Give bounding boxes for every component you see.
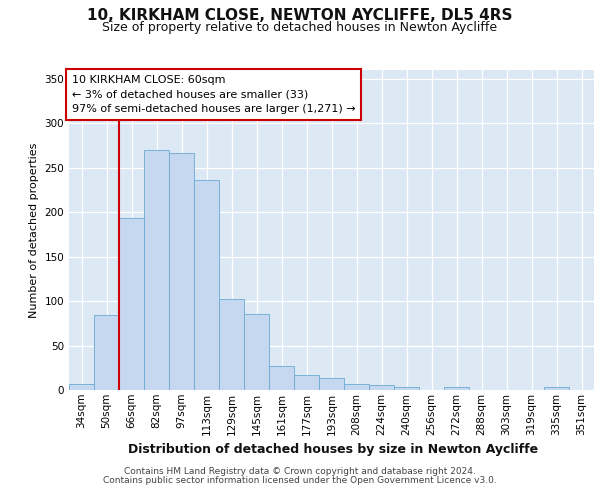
Text: Size of property relative to detached houses in Newton Aycliffe: Size of property relative to detached ho…: [103, 21, 497, 34]
Bar: [394, 388, 419, 390]
Bar: [544, 388, 569, 390]
Bar: [344, 384, 369, 390]
Bar: [444, 388, 469, 390]
Bar: [119, 218, 144, 390]
Bar: [219, 300, 244, 390]
Y-axis label: Number of detached properties: Number of detached properties: [29, 142, 39, 318]
Bar: [169, 152, 194, 390]
Bar: [69, 384, 94, 390]
Bar: [194, 180, 219, 390]
Bar: [369, 384, 394, 390]
Text: Contains HM Land Registry data © Crown copyright and database right 2024.: Contains HM Land Registry data © Crown c…: [124, 467, 476, 476]
Bar: [269, 366, 294, 390]
Bar: [144, 150, 169, 390]
Bar: [319, 378, 344, 390]
Text: 10, KIRKHAM CLOSE, NEWTON AYCLIFFE, DL5 4RS: 10, KIRKHAM CLOSE, NEWTON AYCLIFFE, DL5 …: [87, 8, 513, 22]
Bar: [244, 314, 269, 390]
Text: Contains public sector information licensed under the Open Government Licence v3: Contains public sector information licen…: [103, 476, 497, 485]
Bar: [294, 375, 319, 390]
Bar: [94, 316, 119, 390]
Text: Distribution of detached houses by size in Newton Aycliffe: Distribution of detached houses by size …: [128, 442, 538, 456]
Text: 10 KIRKHAM CLOSE: 60sqm
← 3% of detached houses are smaller (33)
97% of semi-det: 10 KIRKHAM CLOSE: 60sqm ← 3% of detached…: [71, 75, 355, 114]
